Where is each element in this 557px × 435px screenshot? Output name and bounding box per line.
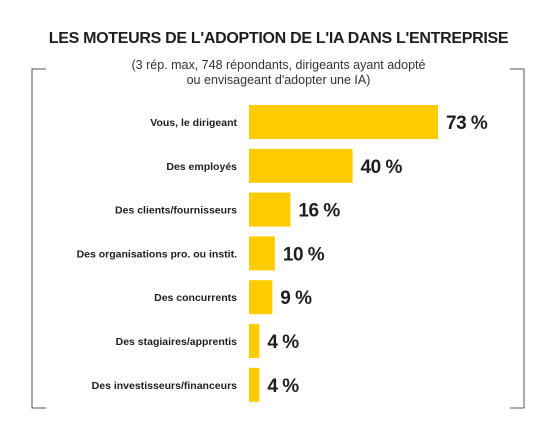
value-label-0: 73 % — [446, 113, 488, 134]
value-label-2: 16 % — [298, 201, 340, 222]
bar-3 — [249, 236, 275, 270]
bar-5 — [249, 324, 259, 358]
category-label-2: Des clients/fournisseurs — [115, 205, 237, 217]
value-label-5: 4 % — [267, 332, 299, 353]
category-label-4: Des concurrents — [154, 292, 237, 304]
bar-4 — [249, 280, 272, 314]
bar-6 — [249, 368, 259, 402]
bars-group: Vous, le dirigeant 73 % Des employés 40 % De… — [77, 105, 488, 402]
value-label-3: 10 % — [283, 244, 325, 265]
category-label-0: Vous, le dirigeant — [150, 117, 237, 129]
category-label-5: Des stagiaires/apprentis — [116, 336, 238, 348]
bar-0 — [249, 105, 438, 139]
frame-left-line — [32, 69, 46, 408]
value-label-6: 4 % — [267, 376, 299, 397]
category-label-1: Des employés — [166, 161, 237, 173]
category-label-6: Des investisseurs/financeurs — [92, 380, 237, 392]
frame-right-line — [510, 69, 524, 408]
bar-1 — [249, 149, 353, 183]
category-label-3: Des organisations pro. ou instit. — [77, 248, 238, 260]
value-label-1: 40 % — [361, 157, 403, 178]
value-label-4: 9 % — [280, 288, 312, 309]
bar-2 — [249, 193, 290, 227]
